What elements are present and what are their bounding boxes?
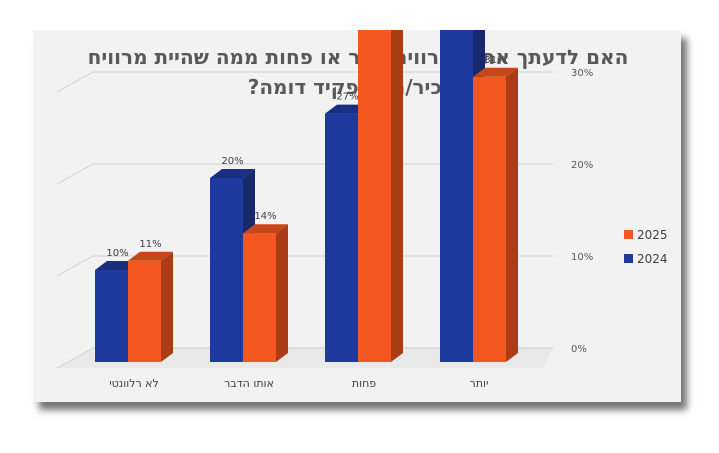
- gridline-diag: [56, 71, 94, 93]
- data-label: 31%: [484, 55, 506, 66]
- category-label: אותו הדבר: [224, 377, 274, 390]
- category-label: לא רלוונטי: [109, 377, 159, 390]
- gridline-diag: [56, 163, 94, 185]
- data-label: 14%: [254, 211, 276, 222]
- data-label: 10%: [106, 248, 128, 259]
- chart-plot: 0%10%20%30%40%50%10%11%לא רלוונטי20%14%א…: [56, 30, 668, 390]
- chart-floor: [57, 348, 553, 368]
- gridline-diag: [56, 347, 94, 369]
- chart-card: האם לדעתך את/ה מרוויח יותר או פחות ממה ש…: [33, 30, 681, 402]
- y-tick-label: 0%: [571, 344, 587, 355]
- bar-2025-3: [473, 67, 518, 363]
- bar-2025-0: [128, 251, 173, 362]
- y-tick-label: 30%: [571, 68, 593, 79]
- chart-title: האם לדעתך את/ה מרוויח יותר או פחות ממה ש…: [87, 45, 629, 99]
- bar-2025-1: [243, 224, 288, 362]
- legend-label-2024: 2024: [637, 252, 668, 266]
- y-tick-label: 20%: [571, 160, 593, 171]
- legend-swatch-2024: [624, 254, 633, 263]
- data-label: 20%: [221, 156, 243, 167]
- legend-label-2025: 2025: [637, 228, 668, 242]
- gridline-diag: [56, 255, 94, 277]
- category-label: יותר: [470, 377, 489, 390]
- bar-2025-2: [358, 30, 403, 363]
- data-label: 27%: [336, 92, 358, 103]
- data-label: 11%: [139, 239, 161, 250]
- y-tick-label: 10%: [571, 252, 593, 263]
- category-label: פחות: [352, 377, 376, 390]
- legend-swatch-2025: [624, 230, 633, 239]
